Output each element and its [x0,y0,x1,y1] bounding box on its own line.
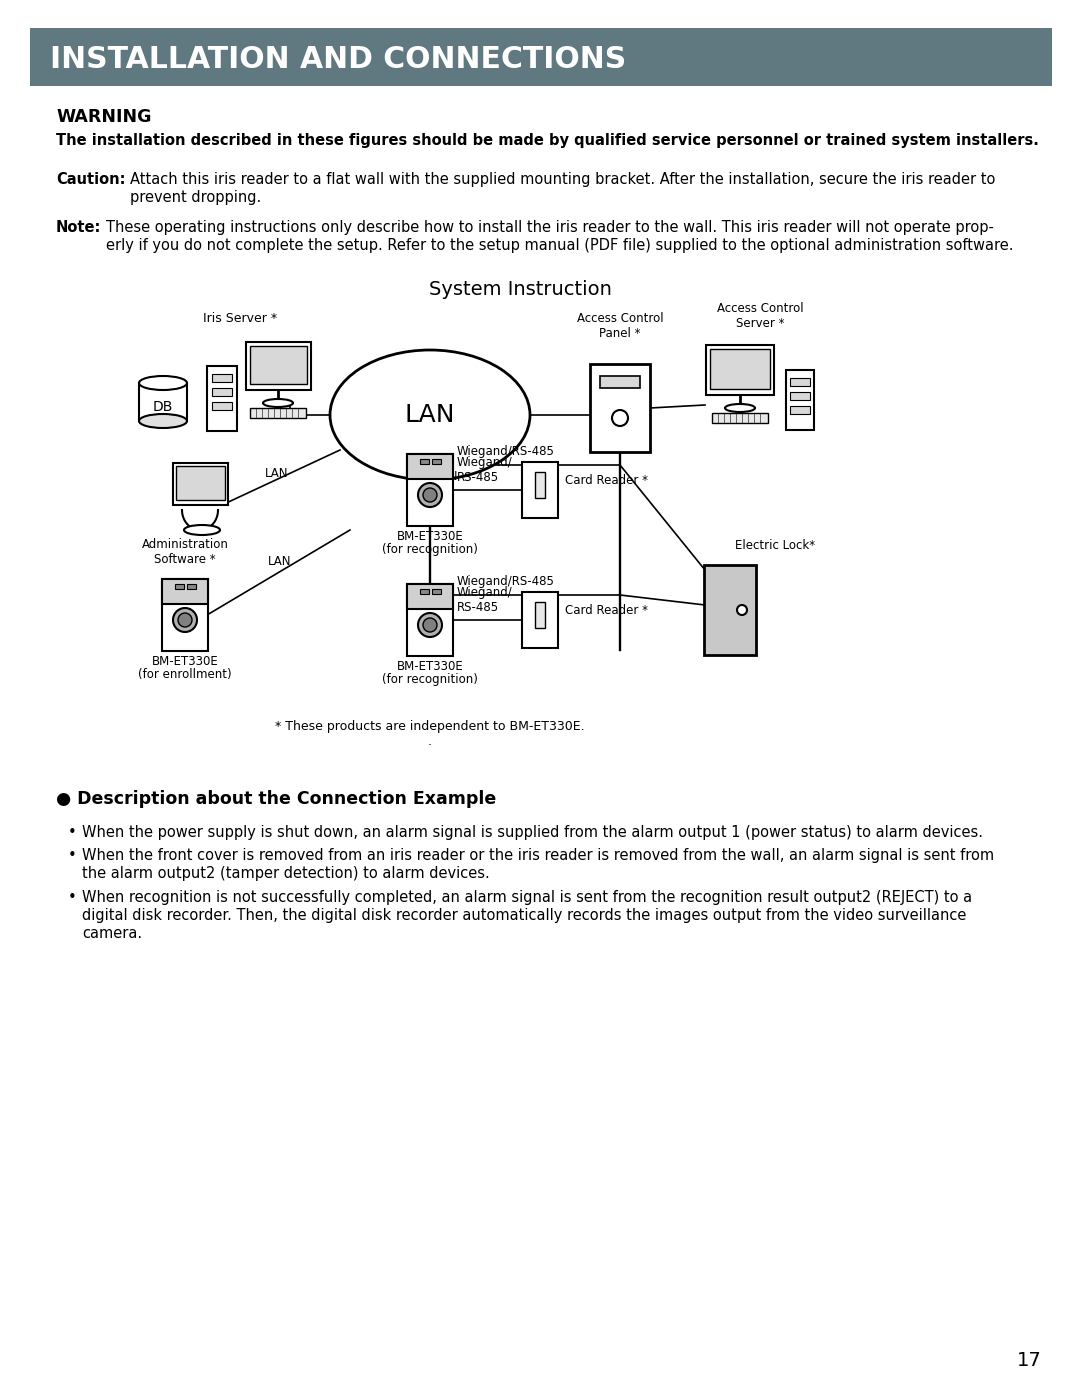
Text: (for enrollment): (for enrollment) [138,667,232,681]
Circle shape [173,609,197,632]
Text: DB: DB [152,400,173,414]
FancyBboxPatch shape [139,383,187,421]
Ellipse shape [139,376,187,390]
FancyBboxPatch shape [173,463,228,505]
Circle shape [418,613,442,637]
Text: •: • [68,825,77,839]
Text: Attach this iris reader to a flat wall with the supplied mounting bracket. After: Attach this iris reader to a flat wall w… [130,172,996,187]
Text: •: • [68,890,77,905]
Text: Wiegand/RS-485: Wiegand/RS-485 [457,575,555,588]
Text: * These products are independent to BM-ET330E.: * These products are independent to BM-E… [275,720,584,733]
Circle shape [423,488,437,502]
FancyBboxPatch shape [590,364,650,452]
Ellipse shape [139,414,187,428]
FancyBboxPatch shape [407,455,453,526]
Text: The installation described in these figures should be made by qualified service : The installation described in these figu… [56,133,1039,148]
Text: the alarm output2 (tamper detection) to alarm devices.: the alarm output2 (tamper detection) to … [82,866,489,881]
FancyBboxPatch shape [535,602,545,628]
FancyBboxPatch shape [162,579,208,604]
FancyBboxPatch shape [212,388,232,396]
Text: (for recognition): (for recognition) [382,673,478,686]
FancyBboxPatch shape [710,348,770,389]
FancyBboxPatch shape [212,374,232,382]
FancyBboxPatch shape [212,402,232,410]
Text: camera.: camera. [82,926,143,942]
Text: •: • [68,848,77,863]
FancyBboxPatch shape [789,392,810,400]
FancyBboxPatch shape [30,28,1052,85]
FancyBboxPatch shape [407,583,453,656]
FancyBboxPatch shape [420,589,429,595]
Ellipse shape [330,350,530,480]
Text: System Instruction: System Instruction [429,280,611,299]
Text: (for recognition): (for recognition) [382,543,478,555]
FancyBboxPatch shape [522,462,558,518]
Text: BM-ET330E: BM-ET330E [151,655,218,667]
FancyBboxPatch shape [420,459,429,464]
FancyBboxPatch shape [175,466,225,499]
Text: Wiegand/
RS-485: Wiegand/ RS-485 [457,456,513,484]
FancyBboxPatch shape [704,565,756,655]
Ellipse shape [184,525,220,534]
Text: digital disk recorder. Then, the digital disk recorder automatically records the: digital disk recorder. Then, the digital… [82,908,967,923]
Text: Note:: Note: [56,220,102,235]
FancyBboxPatch shape [522,592,558,648]
FancyBboxPatch shape [187,583,195,589]
FancyBboxPatch shape [207,365,237,431]
FancyBboxPatch shape [706,346,774,395]
FancyBboxPatch shape [786,369,814,429]
Text: BM-ET330E: BM-ET330E [396,530,463,543]
Text: When the power supply is shut down, an alarm signal is supplied from the alarm o: When the power supply is shut down, an a… [82,825,983,839]
FancyBboxPatch shape [249,409,306,418]
Text: LAN: LAN [265,467,288,480]
Text: INSTALLATION AND CONNECTIONS: INSTALLATION AND CONNECTIONS [50,45,626,74]
Text: erly if you do not complete the setup. Refer to the setup manual (PDF file) supp: erly if you do not complete the setup. R… [106,238,1013,253]
Text: 17: 17 [1017,1351,1042,1370]
FancyBboxPatch shape [407,455,453,480]
Text: .: . [428,734,432,748]
FancyBboxPatch shape [175,583,184,589]
Ellipse shape [725,404,755,411]
FancyBboxPatch shape [162,579,208,651]
FancyBboxPatch shape [245,341,311,390]
FancyBboxPatch shape [249,346,307,383]
Text: When recognition is not successfully completed, an alarm signal is sent from the: When recognition is not successfully com… [82,890,972,905]
Text: WARNING: WARNING [56,108,151,126]
Text: Access Control
Panel *: Access Control Panel * [577,312,663,340]
Text: BM-ET330E: BM-ET330E [396,660,463,673]
Text: ● Description about the Connection Example: ● Description about the Connection Examp… [56,790,496,809]
Text: Electric Lock*: Electric Lock* [735,539,815,553]
Circle shape [737,604,747,616]
Text: These operating instructions only describe how to install the iris reader to the: These operating instructions only descri… [106,220,994,235]
Ellipse shape [264,399,293,407]
FancyBboxPatch shape [432,589,441,595]
Circle shape [423,618,437,632]
Text: Wiegand/
RS-485: Wiegand/ RS-485 [457,586,513,614]
Circle shape [418,483,442,506]
Text: Administration
Software *: Administration Software * [141,539,229,567]
Circle shape [612,410,627,427]
FancyBboxPatch shape [407,583,453,609]
Text: Iris Server *: Iris Server * [203,312,278,325]
Text: Card Reader *: Card Reader * [565,604,648,617]
Text: Card Reader *: Card Reader * [565,474,648,487]
Text: Wiegand/RS-485: Wiegand/RS-485 [457,445,555,457]
Text: LAN: LAN [268,555,292,568]
Text: Access Control
Server *: Access Control Server * [717,302,804,330]
Circle shape [178,613,192,627]
FancyBboxPatch shape [712,413,768,422]
Text: When the front cover is removed from an iris reader or the iris reader is remove: When the front cover is removed from an … [82,848,994,863]
Text: LAN: LAN [435,470,459,483]
FancyBboxPatch shape [600,376,640,388]
Text: prevent dropping.: prevent dropping. [130,190,261,206]
Text: LAN: LAN [405,403,456,427]
FancyBboxPatch shape [789,378,810,386]
Text: Caution:: Caution: [56,172,125,187]
FancyBboxPatch shape [432,459,441,464]
FancyBboxPatch shape [789,406,810,414]
FancyBboxPatch shape [535,471,545,498]
